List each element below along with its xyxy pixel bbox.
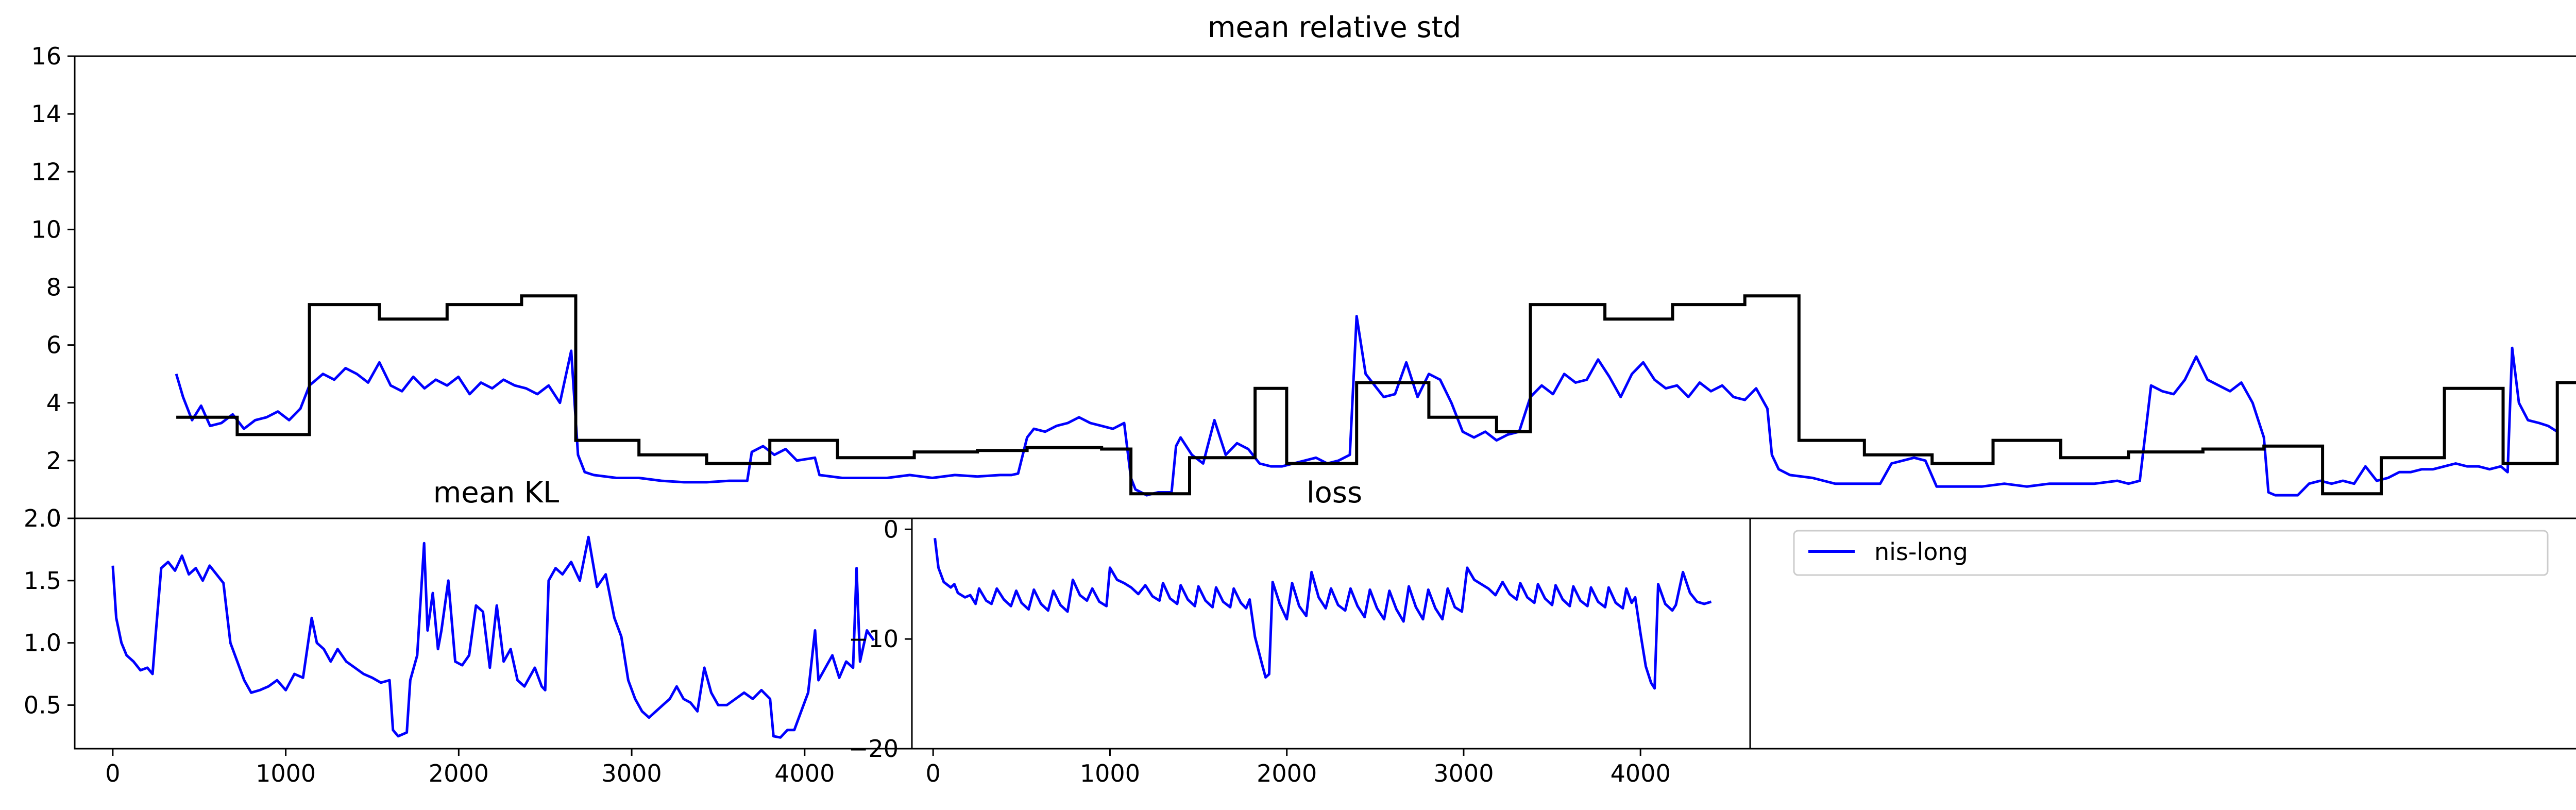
mean-kl-y-tick-label: 1.0 [24,629,61,657]
y-tick-label: 0 [46,504,61,532]
mean-kl-y-tick-label: 0.5 [24,691,61,719]
loss-y-tick-label: 0 [884,515,899,543]
y-tick-label: 16 [31,42,61,70]
y-tick-label: 8 [46,274,61,301]
loss-x-tick-label: 1000 [1080,760,1140,787]
y-tick-label: 4 [46,389,61,417]
mean-relative-std-series-group [175,294,2576,497]
loss-y-tick-label: −10 [849,625,899,653]
mean-kl-x-tick-label: 4000 [774,760,835,787]
loss-title: loss [1307,476,1362,510]
mean-kl-x-tick-label: 0 [105,760,120,787]
mean-kl-y-tick-label: 1.5 [24,567,61,595]
mean-relative-std-y-axis: 0 2 4 6 8 10 12 14 16 [31,42,75,532]
mean-kl-series-line-nis-long [111,535,875,739]
loss-y-tick-label: −20 [849,735,899,763]
loss-x-tick-label: 0 [926,760,941,787]
y-tick-label: 10 [31,215,61,243]
mean-kl-x-tick-label: 3000 [602,760,662,787]
mean-kl-title: mean KL [433,476,560,510]
mean-kl-axes: mean KL 0 1000 2000 3000 4000 0.5 1.0 1.5 2.0 [24,476,913,787]
mean-kl-series-group [111,535,875,739]
loss-axes: loss 0 1000 2000 3000 4000 0 −10 −20 [849,476,1751,787]
legend-label-nis-long: nis-long [1874,538,1968,566]
mean-kl-axis-ticks: 0 1000 2000 3000 4000 0.5 1.0 1.5 2.0 [24,504,835,787]
loss-x-tick-label: 4000 [1611,760,1671,787]
loss-axis-ticks: 0 1000 2000 3000 4000 0 −10 −20 [849,515,1671,787]
y-tick-label: 2 [46,447,61,475]
y-tick-label: 14 [31,100,61,128]
mean-kl-y-tick-label: 2.0 [24,504,61,532]
legend-axes-frame [1749,517,2576,750]
loss-series-group [934,538,1712,690]
y-tick-label: 6 [46,331,61,359]
legend: nis-long [1793,530,2549,576]
series-step-line [176,294,2576,496]
loss-series-line-nis-long [934,538,1712,690]
legend-axes: nis-long [1749,517,2576,750]
loss-x-tick-label: 2000 [1257,760,1317,787]
mean-kl-x-tick-label: 1000 [256,760,316,787]
y-tick-label: 12 [31,158,61,185]
loss-x-tick-label: 3000 [1433,760,1494,787]
mean-kl-x-tick-label: 2000 [429,760,489,787]
mean-relative-std-title: mean relative std [1208,11,1461,44]
series-line-nis-long [175,315,2558,497]
legend-box [1793,530,2549,576]
